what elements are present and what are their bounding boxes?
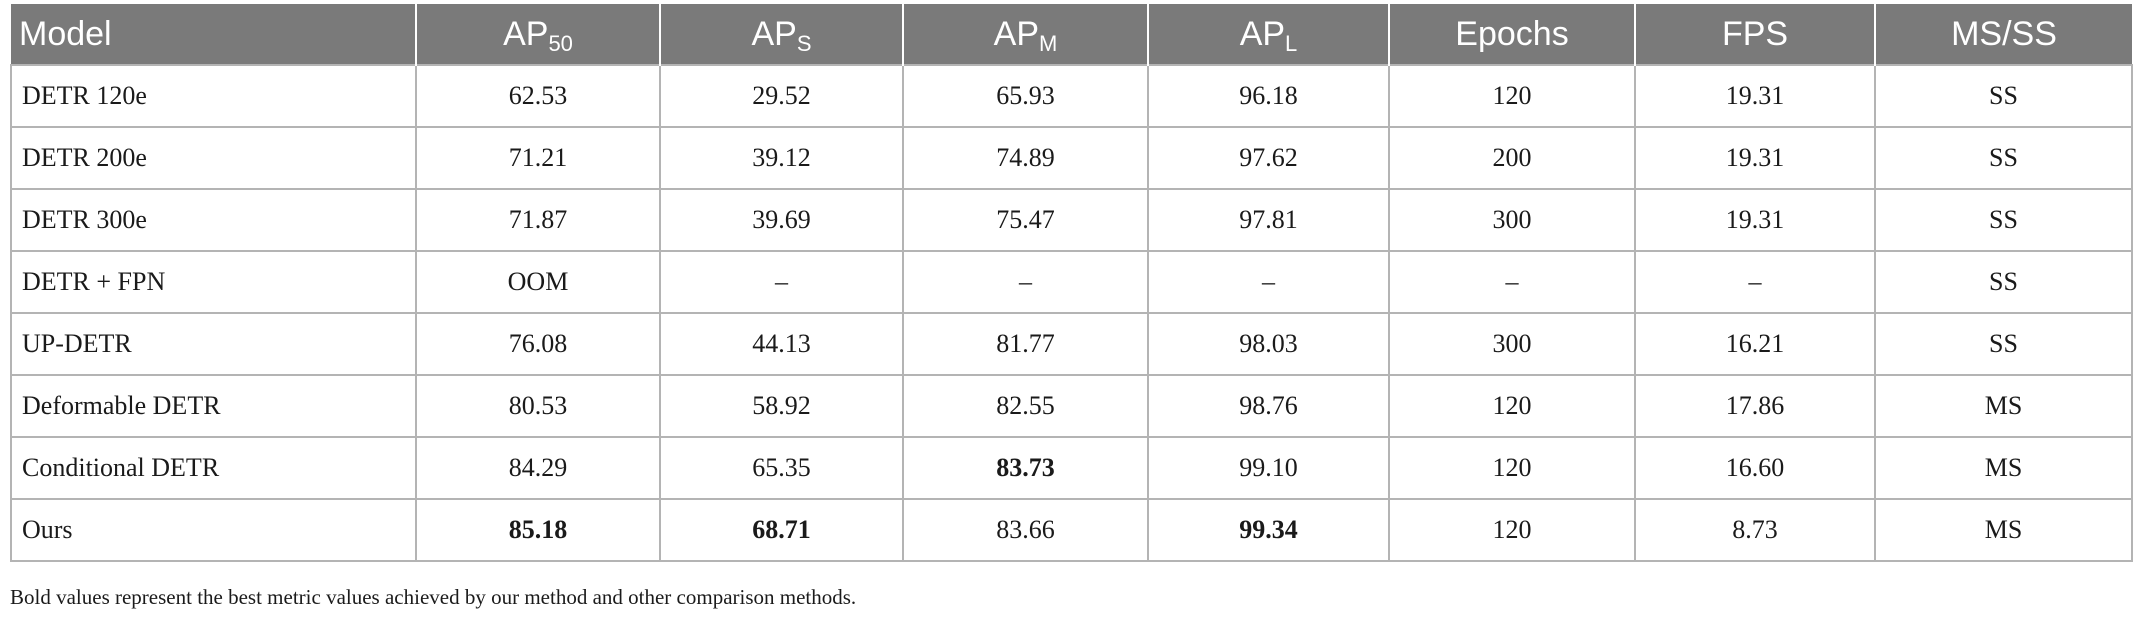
table-cell: SS	[1874, 312, 2133, 376]
column-header-label: AP	[503, 14, 549, 53]
column-header-label: AP	[751, 14, 797, 53]
table-cell: 71.21	[415, 126, 661, 190]
table-cell: 98.03	[1147, 312, 1390, 376]
table-cell: 74.89	[902, 126, 1149, 190]
column-header: FPS	[1634, 4, 1875, 65]
column-header-label: MS/SS	[1951, 14, 2057, 53]
column-header-subscript: M	[1039, 30, 1058, 56]
model-name-cell: DETR 120e	[10, 64, 417, 128]
table-cell: 120	[1388, 436, 1636, 500]
table-row: Deformable DETR 80.53 58.92 82.55 98.76 120 17…	[10, 374, 2133, 438]
table-cell: 17.86	[1634, 374, 1876, 438]
table-cell: 120	[1388, 64, 1636, 128]
table-row: UP-DETR 76.08 44.13 81.77 98.03 300 16.21 SS	[10, 312, 2133, 376]
table-cell: 120	[1388, 498, 1636, 562]
table-row: DETR 120e 62.53 29.52 65.93 96.18 120 19.31 SS	[10, 64, 2133, 128]
table-cell: 96.18	[1147, 64, 1390, 128]
results-table-wrapper: Model AP50 APS APM APL Epochs FPS MS/SS DETR 12…	[10, 4, 2133, 562]
model-name-cell: Deformable DETR	[10, 374, 417, 438]
table-cell: 65.93	[902, 64, 1149, 128]
table-cell: –	[659, 250, 904, 314]
table-cell: 62.53	[415, 64, 661, 128]
table-cell: 19.31	[1634, 64, 1876, 128]
table-cell: –	[902, 250, 1149, 314]
model-name-cell: DETR 300e	[10, 188, 417, 252]
column-header: APM	[902, 4, 1148, 65]
table-cell: 98.76	[1147, 374, 1390, 438]
table-cell: MS	[1874, 374, 2133, 438]
table-body: DETR 120e 62.53 29.52 65.93 96.18 120 19.31 SS D…	[10, 64, 2133, 562]
table-cell: 82.55	[902, 374, 1149, 438]
table-cell: SS	[1874, 188, 2133, 252]
table-cell: 16.21	[1634, 312, 1876, 376]
table-row: DETR 300e 71.87 39.69 75.47 97.81 300 19.31 SS	[10, 188, 2133, 252]
table-cell: 83.66	[902, 498, 1149, 562]
table-cell: SS	[1874, 126, 2133, 190]
table-cell: SS	[1874, 250, 2133, 314]
column-header: APS	[659, 4, 903, 65]
column-header-subscript: 50	[548, 30, 573, 56]
table-cell: 76.08	[415, 312, 661, 376]
table-cell: 97.81	[1147, 188, 1390, 252]
table-cell: 29.52	[659, 64, 904, 128]
column-header: AP50	[415, 4, 660, 65]
column-header-label: FPS	[1721, 14, 1789, 53]
model-name-cell: Ours	[10, 498, 417, 562]
table-cell: 300	[1388, 312, 1636, 376]
table-cell: MS	[1874, 436, 2133, 500]
column-header-label: AP	[1239, 14, 1286, 53]
table-cell: 97.62	[1147, 126, 1390, 190]
table-cell: 65.35	[659, 436, 904, 500]
table-cell: 85.18	[415, 498, 661, 562]
model-name-cell: Conditional DETR	[10, 436, 417, 500]
model-name-cell: DETR + FPN	[10, 250, 417, 314]
model-name-cell: UP-DETR	[10, 312, 417, 376]
table-cell: 58.92	[659, 374, 904, 438]
table-footnote: Bold values represent the best metric va…	[10, 585, 857, 609]
column-header-label: Model	[19, 14, 112, 53]
table-cell: 16.60	[1634, 436, 1876, 500]
table-cell: 71.87	[415, 188, 661, 252]
table-cell: –	[1634, 250, 1876, 314]
column-header-subscript: L	[1285, 30, 1298, 56]
table-cell: MS	[1874, 498, 2133, 562]
table-cell: –	[1388, 250, 1636, 314]
table-cell: 19.31	[1634, 126, 1876, 190]
table-cell: OOM	[415, 250, 661, 314]
model-name-cell: DETR 200e	[10, 126, 417, 190]
table-row: Conditional DETR 84.29 65.35 83.73 99.10 120 1…	[10, 436, 2133, 500]
table-cell: 84.29	[415, 436, 661, 500]
header-row: Model AP50 APS APM APL Epochs FPS MS/SS	[11, 4, 2132, 65]
table-cell: 81.77	[902, 312, 1149, 376]
table-cell: 300	[1388, 188, 1636, 252]
table-cell: 39.12	[659, 126, 904, 190]
table-row: DETR 200e 71.21 39.12 74.89 97.62 200 19.31 SS	[10, 126, 2133, 190]
table-cell: 39.69	[659, 188, 904, 252]
table-cell: 99.10	[1147, 436, 1390, 500]
table-cell: 44.13	[659, 312, 904, 376]
table-header: Model AP50 APS APM APL Epochs FPS MS/SS	[11, 4, 2132, 65]
column-header: Epochs	[1388, 4, 1635, 65]
column-header-label: Epochs	[1455, 14, 1569, 53]
table-cell: 68.71	[659, 498, 904, 562]
table-cell: 83.73	[902, 436, 1149, 500]
table-cell: 200	[1388, 126, 1636, 190]
table-row: DETR + FPN OOM – – – – – SS	[10, 250, 2133, 314]
table-cell: 75.47	[902, 188, 1149, 252]
table-cell: 120	[1388, 374, 1636, 438]
column-header: APL	[1147, 4, 1389, 65]
column-header: MS/SS	[1874, 4, 2132, 65]
column-header-label: AP	[993, 14, 1040, 53]
table-row: Ours 85.18 68.71 83.66 99.34 120 8.73 MS	[10, 498, 2133, 562]
column-header-subscript: S	[796, 30, 812, 56]
table-cell: 19.31	[1634, 188, 1876, 252]
table-cell: 8.73	[1634, 498, 1876, 562]
table-cell: SS	[1874, 64, 2133, 128]
table-cell: 80.53	[415, 374, 661, 438]
table-cell: 99.34	[1147, 498, 1390, 562]
column-header: Model	[11, 4, 416, 65]
results-table: Model AP50 APS APM APL Epochs FPS MS/SS DETR 12…	[10, 4, 2133, 562]
table-cell: –	[1147, 250, 1390, 314]
